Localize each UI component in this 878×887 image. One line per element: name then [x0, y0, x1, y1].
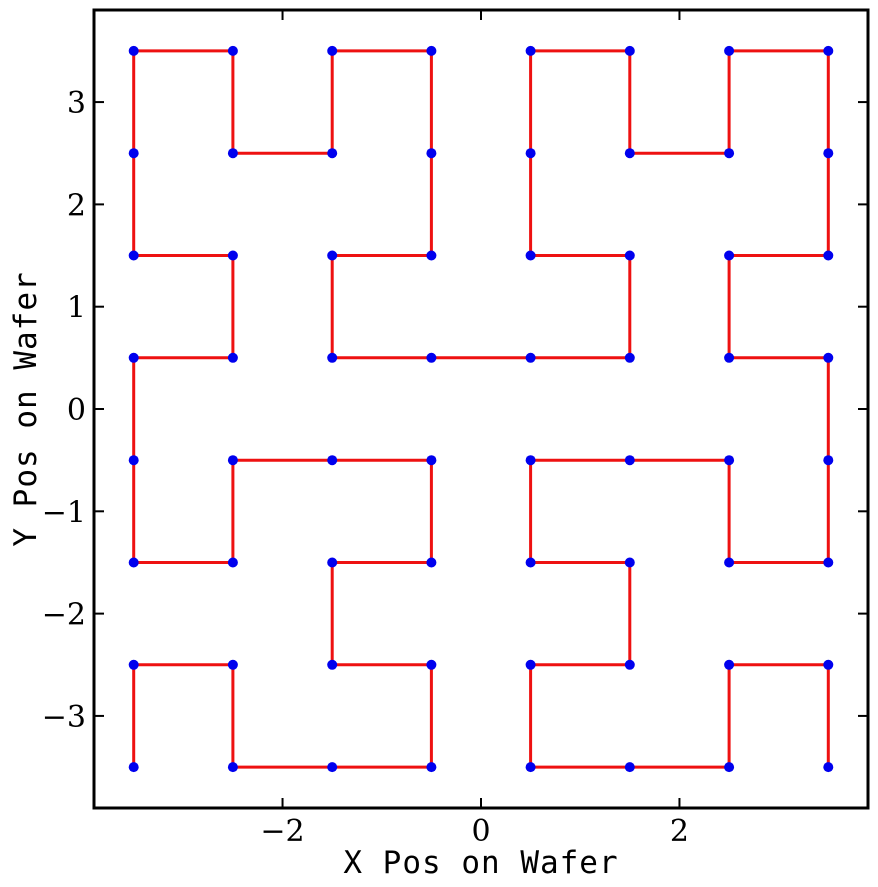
data-point: [525, 250, 536, 261]
data-point: [227, 352, 238, 363]
data-point: [327, 148, 338, 159]
data-point: [227, 148, 238, 159]
data-point: [128, 455, 139, 466]
data-point: [823, 45, 834, 56]
x-axis-label: X Pos on Wafer: [343, 845, 618, 881]
x-tick-label: 2: [670, 814, 689, 849]
data-point: [823, 352, 834, 363]
x-tick-label: 0: [471, 814, 490, 849]
data-point: [128, 352, 139, 363]
data-point: [724, 250, 735, 261]
y-tick-label: 3: [67, 86, 86, 121]
data-point: [823, 455, 834, 466]
data-point: [525, 659, 536, 670]
data-point: [327, 250, 338, 261]
data-point: [624, 762, 635, 773]
data-point: [724, 352, 735, 363]
data-point: [525, 455, 536, 466]
data-point: [128, 659, 139, 670]
data-point: [525, 762, 536, 773]
data-point: [724, 659, 735, 670]
data-point: [227, 659, 238, 670]
plot-frame: [92, 8, 870, 810]
data-point: [624, 148, 635, 159]
data-point: [426, 455, 437, 466]
data-point: [426, 762, 437, 773]
data-point: [624, 659, 635, 670]
data-point: [624, 455, 635, 466]
data-point: [426, 250, 437, 261]
data-point: [823, 762, 834, 773]
data-point: [724, 148, 735, 159]
y-tick-label: 1: [67, 291, 86, 326]
plot-area: [128, 45, 834, 773]
data-point: [724, 762, 735, 773]
data-point: [823, 250, 834, 261]
data-point: [128, 762, 139, 773]
data-point: [327, 557, 338, 568]
data-point: [128, 148, 139, 159]
data-point: [426, 45, 437, 56]
data-point: [426, 148, 437, 159]
data-point: [724, 557, 735, 568]
data-point: [426, 659, 437, 670]
data-point: [624, 352, 635, 363]
data-point: [823, 557, 834, 568]
data-point: [525, 352, 536, 363]
x-tick-label: −2: [260, 814, 304, 849]
data-point: [227, 455, 238, 466]
y-tick-label: −3: [42, 700, 86, 735]
y-tick-label: −2: [42, 598, 86, 633]
data-point: [227, 557, 238, 568]
data-point: [525, 148, 536, 159]
data-point: [624, 45, 635, 56]
data-point: [724, 45, 735, 56]
data-point: [327, 762, 338, 773]
data-point: [227, 45, 238, 56]
y-tick-label: 2: [67, 188, 86, 223]
data-point: [128, 250, 139, 261]
data-point: [327, 45, 338, 56]
y-axis-label: Y Pos on Wafer: [8, 271, 44, 546]
data-point: [327, 352, 338, 363]
data-point: [724, 455, 735, 466]
data-point: [426, 557, 437, 568]
ticks: −2 0 2 −3 −2 −1 0 1 2 3: [42, 10, 868, 849]
data-point: [525, 45, 536, 56]
data-point: [128, 45, 139, 56]
y-tick-label: −1: [42, 495, 86, 530]
data-point: [227, 762, 238, 773]
data-point: [624, 557, 635, 568]
data-point: [823, 148, 834, 159]
data-point: [525, 557, 536, 568]
data-point: [823, 659, 834, 670]
data-point: [327, 659, 338, 670]
data-point: [426, 352, 437, 363]
y-tick-label: 0: [67, 393, 86, 428]
series-path-line: [132, 49, 830, 769]
data-point: [128, 557, 139, 568]
data-point: [327, 455, 338, 466]
data-point: [624, 250, 635, 261]
data-point: [227, 250, 238, 261]
